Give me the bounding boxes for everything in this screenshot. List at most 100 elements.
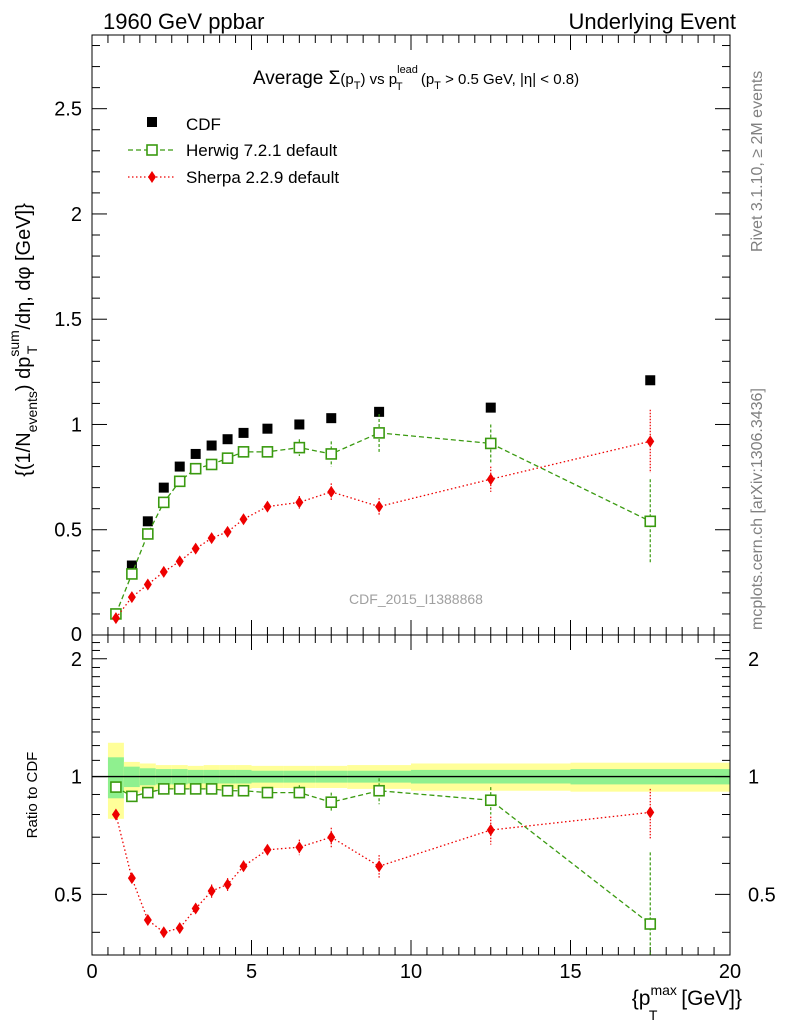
main-herwig-7-2-1-default-point: [237, 446, 250, 458]
ratio-sherpa-2-2-9-default-point: [239, 860, 248, 873]
main-sherpa-2-2-9-default-point: [207, 532, 216, 545]
main-y-tick-label: 2.5: [54, 99, 82, 121]
main-sherpa-2-2-9-default-point: [295, 496, 304, 509]
ratio-sherpa-2-2-9-default-point: [191, 902, 200, 915]
main-y-tick-label: 0: [71, 624, 82, 646]
ratio-herwig-7-2-1-default-point: [189, 783, 202, 795]
main-data: [110, 375, 657, 625]
x-tick-label: 10: [400, 961, 422, 983]
main-sherpa-2-2-9-default-point: [191, 542, 200, 555]
main-sherpa-2-2-9-default-point: [127, 591, 136, 604]
main-sherpa-2-2-9-default-line: [115, 440, 651, 619]
legend-marker-herwig: [146, 144, 158, 156]
main-sherpa-2-2-9-default-point: [327, 485, 336, 498]
ratio-sherpa-2-2-9-default-point: [175, 922, 184, 935]
ratio-herwig-7-2-1-default-point: [261, 786, 274, 799]
ratio-sherpa-2-2-9-default-point: [111, 808, 120, 821]
ratio-sherpa-2-2-9-default-point: [127, 872, 136, 885]
main-sherpa-2-2-9-default-point: [143, 578, 152, 591]
main-title: Average Σ(pT) vs plead T (pT > 0.5 GeV, |…: [253, 64, 579, 93]
main-cdf-point: [294, 419, 305, 430]
ratio-sherpa-2-2-9-default-point: [295, 841, 304, 854]
legend-marker-sherpa: [148, 171, 156, 183]
ratio-sherpa-2-2-9-default-point: [646, 806, 655, 819]
ratio-sherpa-2-2-9-default-point: [375, 860, 384, 873]
ratio-bands: [92, 742, 730, 819]
main-herwig-7-2-1-default-point: [644, 515, 657, 528]
mcplots-label: mcplots.cern.ch [arXiv:1306.3436]: [749, 388, 766, 630]
main-cdf-point: [126, 560, 137, 571]
x-tick-label: 0: [86, 961, 97, 983]
main-panel: CDF_2015_I1388868 Average Σ(pT) vs plead…: [6, 34, 731, 646]
ratio-herwig-7-2-1-default-point: [325, 796, 338, 809]
main-cdf-point: [485, 402, 496, 413]
main-herwig-7-2-1-default-point: [157, 496, 170, 509]
main-cdf-point: [238, 427, 249, 438]
main-cdf-point: [262, 423, 273, 434]
ratio-data: [110, 778, 657, 955]
ratio-y-tick-label: 1: [71, 767, 82, 789]
legend-label-herwig: Herwig 7.2.1 default: [186, 141, 337, 160]
main-cdf-point: [222, 434, 233, 445]
main-y-tick-label: 1.5: [54, 309, 82, 331]
ratio-herwig-7-2-1-default-point: [110, 781, 122, 793]
main-herwig-7-2-1-default-point: [373, 427, 385, 439]
main-sherpa-2-2-9-default-point: [223, 525, 232, 538]
main-y-tick-label: 1: [71, 414, 82, 436]
main-y-tick-label: 0.5: [54, 520, 82, 542]
main-cdf-point: [374, 406, 385, 417]
x-axis-label: {pmax T [GeV]}: [632, 982, 742, 1023]
watermark: CDF_2015_I1388868: [349, 591, 483, 607]
header-right: Underlying Event: [568, 9, 736, 34]
ratio-frame: [91, 634, 731, 956]
main-herwig-7-2-1-default-point: [484, 437, 497, 450]
main-herwig-7-2-1-default-point: [261, 446, 274, 458]
ratio-panel: Ratio to CDF 0 5 10 15 20 0.5 0.5 1 1 2 2 {pmax T […: [24, 634, 776, 1023]
x-tick-label: 15: [559, 961, 581, 983]
rivet-label: Rivet 3.1.10, ≥ 2M events: [749, 71, 766, 252]
main-herwig-7-2-1-default-point: [142, 528, 154, 540]
ratio-herwig-7-2-1-default-point: [205, 783, 218, 795]
main-herwig-7-2-1-default-line: [115, 432, 651, 615]
ratio-herwig-7-2-1-default-point: [644, 918, 657, 930]
main-cdf-point: [326, 413, 337, 424]
ratio-herwig-7-2-1-default-point: [293, 786, 306, 799]
ratio-sherpa-2-2-9-default-line: [115, 811, 651, 934]
main-herwig-7-2-1-default-point: [325, 448, 338, 460]
ratio-sherpa-2-2-9-default-point: [143, 914, 152, 927]
main-sherpa-2-2-9-default-point: [263, 500, 272, 513]
ratio-herwig-7-2-1-default-point: [126, 790, 138, 803]
legend: CDF Herwig 7.2.1 default Sherpa 2.2.9 de…: [128, 115, 339, 187]
main-herwig-7-2-1-default-point: [221, 452, 234, 464]
ratio-herwig-7-2-1-default-point: [221, 784, 234, 797]
ratio-y-axis-label: Ratio to CDF: [24, 752, 41, 839]
ratio-herwig-7-2-1-default-point: [142, 786, 154, 799]
main-sherpa-2-2-9-default-point: [239, 513, 248, 526]
ratio-y-tick-label-right: 2: [748, 649, 759, 671]
ratio-sherpa-2-2-9-default-point: [263, 843, 272, 856]
main-axes: 0.5 1 1.5 2 2.5 0: [54, 35, 731, 646]
ratio-axes: 0 5 10 15 20 0.5 0.5 1 1 2 2: [54, 635, 776, 983]
main-sherpa-2-2-9-default-point: [111, 612, 120, 625]
ratio-sherpa-2-2-9-default-point: [207, 885, 216, 898]
main-cdf-point: [206, 440, 217, 451]
ratio-sherpa-2-2-9-default-point: [223, 878, 232, 891]
header-left: 1960 GeV ppbar: [103, 9, 264, 34]
ratio-y-tick-label-right: 1: [748, 767, 759, 789]
main-sherpa-2-2-9-default-point: [486, 473, 495, 486]
main-cdf-point: [190, 448, 201, 459]
main-y-tick-label: 2: [71, 204, 82, 226]
ratio-y-tick-label: 2: [71, 649, 82, 671]
main-herwig-7-2-1-default-point: [173, 475, 186, 488]
ratio-sherpa-2-2-9-default-point: [327, 831, 336, 844]
ratio-sherpa-2-2-9-default-point: [486, 824, 495, 837]
ratio-herwig-7-2-1-default-point: [173, 783, 186, 795]
ratio-y-tick-label: 0.5: [54, 884, 82, 906]
main-cdf-point: [174, 461, 185, 472]
main-herwig-7-2-1-default-point: [189, 462, 202, 475]
ratio-sherpa-2-2-9-default-point: [159, 926, 168, 939]
main-sherpa-2-2-9-default-point: [159, 565, 168, 578]
main-herwig-7-2-1-default-point: [293, 441, 306, 454]
main-herwig-7-2-1-default-point: [126, 568, 138, 580]
main-cdf-point: [158, 482, 169, 493]
